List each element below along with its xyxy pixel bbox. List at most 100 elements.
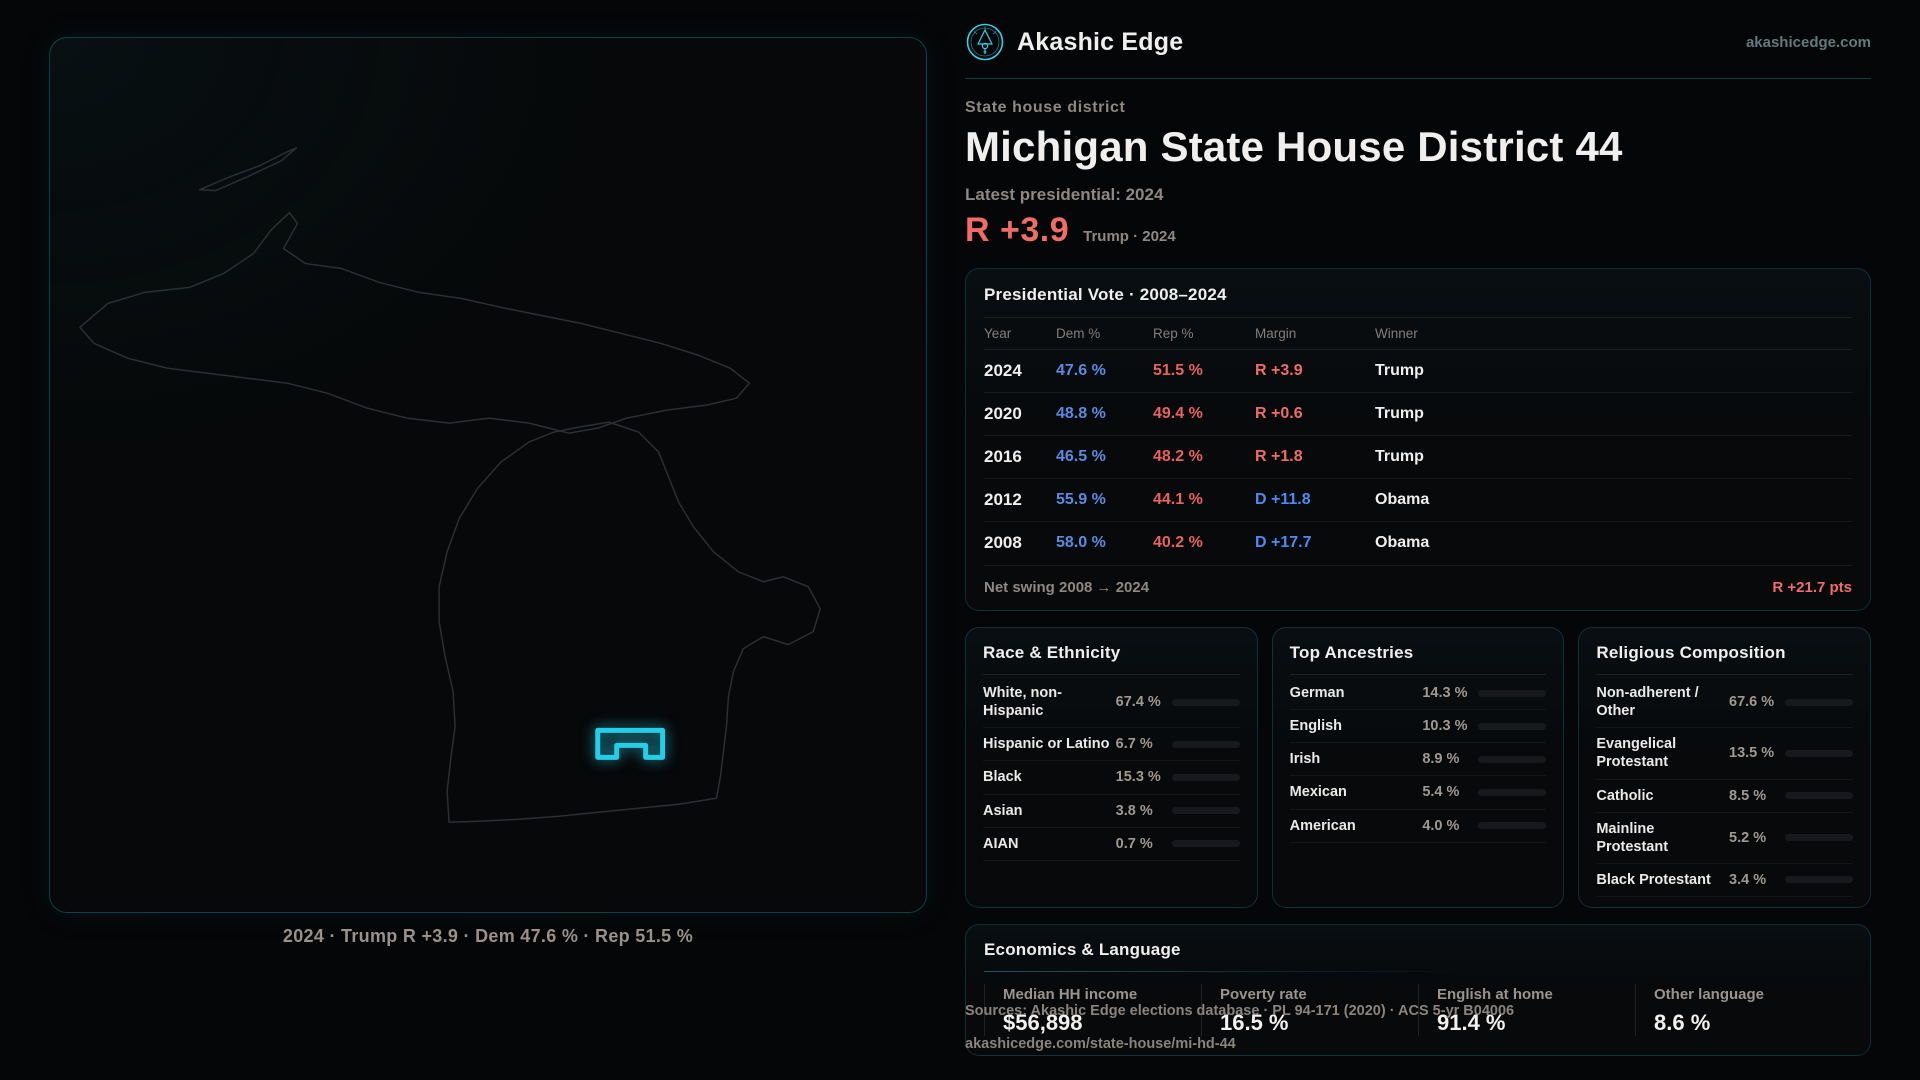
stat-row: German 14.3 % — [1289, 677, 1547, 711]
stat-row: Evangelical Protestant 13.5 % — [1596, 728, 1854, 780]
stat-label: English at home — [1437, 986, 1553, 1003]
brand-domain-link[interactable]: akashicedge.com — [1745, 33, 1871, 51]
stat-value: $56,898 — [1003, 1010, 1083, 1035]
stat-label: AIAN — [983, 835, 1019, 852]
col-rep: Rep % — [1153, 326, 1194, 341]
economic-stat: English at home 91.4 % — [1418, 984, 1635, 1036]
stat-bar-track — [1785, 749, 1854, 757]
stat-bar-track — [1478, 722, 1547, 730]
col-margin: Margin — [1255, 326, 1297, 341]
district-kicker: State house district — [965, 99, 1126, 116]
cell-rep: 44.1 % — [1153, 491, 1203, 508]
top-ancestries-card: Top Ancestries German 14.3 % English 10.… — [1271, 627, 1565, 908]
cell-dem: 47.6 % — [1056, 362, 1106, 379]
ancestry-rows: German 14.3 % English 10.3 % Irish 8.9 % — [1289, 677, 1547, 843]
cell-winner: Obama — [1375, 491, 1430, 508]
net-swing-label: Net swing 2008 → 2024 — [984, 579, 1150, 596]
stat-bar-track — [1785, 698, 1854, 706]
stat-value: 0.7 % — [1115, 835, 1153, 852]
headline-margin: R +3.9 Trump · 2024 — [965, 211, 1871, 250]
table-row: 2020 48.8 % 49.4 % R +0.6 Trump — [984, 392, 1852, 435]
table-row: 2012 55.9 % 44.1 % D +11.8 Obama — [984, 478, 1852, 521]
stat-row: AIAN 0.7 % — [983, 828, 1240, 861]
michigan-map — [79, 147, 821, 823]
headline-margin-context: Trump · 2024 — [1083, 228, 1176, 245]
cell-rep: 51.5 % — [1153, 362, 1203, 379]
stat-value: 13.5 % — [1729, 745, 1775, 762]
stat-value: 16.5 % — [1220, 1010, 1289, 1035]
divider — [1289, 674, 1547, 675]
divider — [983, 674, 1240, 675]
stat-label: Mexican — [1289, 784, 1347, 801]
stat-label: German — [1289, 685, 1345, 701]
stat-value: 14.3 % — [1422, 685, 1468, 702]
cell-rep: 49.4 % — [1153, 405, 1203, 422]
stat-bar-track — [1785, 834, 1854, 842]
stat-label: Non-adherent / Other — [1596, 685, 1699, 720]
district-44-shape[interactable] — [595, 727, 666, 760]
col-year: Year — [984, 326, 1012, 341]
headline-margin-value: R +3.9 — [965, 211, 1070, 249]
stat-bar-track — [1478, 755, 1547, 763]
stat-row: English 10.3 % — [1289, 710, 1547, 744]
stat-bar-track — [1478, 822, 1547, 830]
cell-dem: 46.5 % — [1056, 448, 1106, 465]
stat-label: Hispanic or Latino — [983, 736, 1110, 753]
table-row: 2008 58.0 % 40.2 % D +17.7 Obama — [984, 521, 1852, 564]
divider — [984, 971, 1852, 972]
detail-column: Akashic Edge akashicedge.com State house… — [965, 22, 1872, 1056]
stat-bar-track — [1478, 788, 1547, 796]
table-body: 2024 47.6 % 51.5 % R +3.9 Trump 2020 48.… — [984, 349, 1852, 564]
stat-row: Asian 3.8 % — [983, 795, 1240, 828]
stat-value: 3.4 % — [1729, 871, 1767, 888]
stat-row: American 4.0 % — [1289, 810, 1547, 843]
stat-value: 5.2 % — [1729, 829, 1767, 846]
cell-margin: R +1.8 — [1255, 448, 1303, 465]
cell-year: 2016 — [984, 447, 1022, 466]
permalink-url[interactable]: akashicedge.com/state-house/mi-hd-44 — [965, 1036, 1236, 1052]
cell-year: 2024 — [984, 361, 1022, 380]
stat-row: Black Protestant 3.4 % — [1596, 864, 1854, 897]
cell-winner: Trump — [1375, 362, 1424, 379]
col-winner: Winner — [1375, 326, 1418, 341]
cell-dem: 55.9 % — [1056, 491, 1106, 508]
stat-row: White, non-Hispanic 67.4 % — [983, 677, 1240, 729]
stat-bar-track — [1171, 840, 1240, 848]
stat-bar-track — [1171, 807, 1240, 815]
cell-winner: Trump — [1375, 448, 1424, 465]
net-swing-value: R +21.7 pts — [1772, 579, 1852, 596]
race-ethnicity-title: Race & Ethnicity — [983, 643, 1121, 662]
stat-row: Hispanic or Latino 6.7 % — [983, 728, 1240, 762]
stat-value: 3.8 % — [1115, 802, 1153, 819]
cell-year: 2020 — [984, 404, 1022, 423]
table-row: 2024 47.6 % 51.5 % R +3.9 Trump — [984, 349, 1852, 392]
race-rows: White, non-Hispanic 67.4 % Hispanic or L… — [983, 677, 1240, 861]
stat-bar-track — [1785, 792, 1854, 800]
religion-rows: Non-adherent / Other 67.6 % Evangelical … — [1596, 677, 1854, 897]
stat-bar-track — [1171, 773, 1240, 781]
stat-row: Black 15.3 % — [983, 761, 1240, 795]
stat-label: Asian — [983, 802, 1023, 819]
divider — [1596, 674, 1854, 675]
cell-margin: R +3.9 — [1255, 362, 1303, 379]
latest-presidential-label: Latest presidential: 2024 — [965, 185, 1164, 204]
brand-name: Akashic Edge — [1017, 27, 1184, 56]
cell-rep: 40.2 % — [1153, 534, 1203, 551]
cell-year: 2008 — [984, 533, 1022, 552]
cell-year: 2012 — [984, 490, 1022, 509]
religious-composition-title: Religious Composition — [1596, 643, 1786, 662]
presidential-vote-card: Presidential Vote · 2008–2024 Year Dem %… — [965, 268, 1871, 611]
demographics-row: Race & Ethnicity White, non-Hispanic 67.… — [965, 627, 1872, 908]
cell-rep: 48.2 % — [1153, 448, 1203, 465]
page-title: Michigan State House District 44 — [965, 123, 1623, 170]
stat-label: Black Protestant — [1596, 871, 1711, 888]
stat-value: 5.4 % — [1422, 784, 1460, 801]
stat-label: American — [1289, 817, 1356, 834]
stat-value: 67.6 % — [1729, 694, 1775, 711]
cell-margin: D +11.8 — [1255, 491, 1311, 508]
net-swing-row: Net swing 2008 → 2024 R +21.7 pts — [984, 565, 1852, 610]
economic-stat: Other language 8.6 % — [1635, 984, 1852, 1036]
economics-language-card: Economics & Language Median HH income $5… — [965, 924, 1871, 1056]
religious-composition-card: Religious Composition Non-adherent / Oth… — [1578, 627, 1872, 908]
stat-row: Mainline Protestant 5.2 % — [1596, 813, 1854, 864]
